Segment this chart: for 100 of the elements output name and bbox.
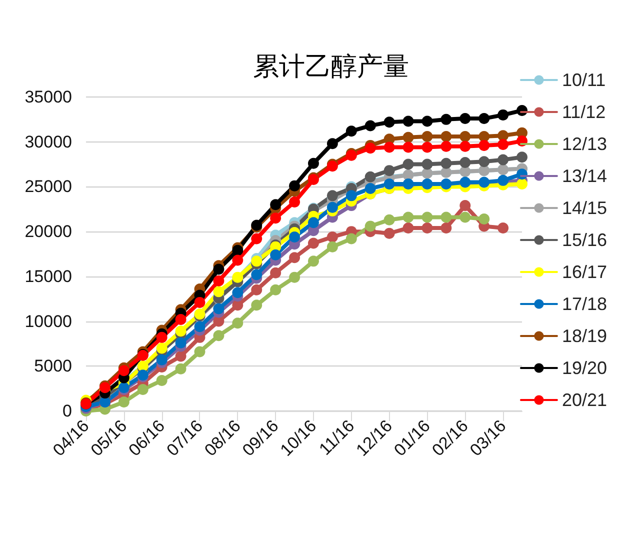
point (289, 252, 300, 264)
legend-label: 13/14 (562, 166, 608, 186)
point (194, 296, 206, 308)
point (251, 284, 262, 296)
point (478, 113, 490, 124)
point (516, 152, 528, 163)
point (402, 116, 414, 127)
point (326, 231, 338, 242)
point (213, 275, 224, 286)
point (289, 231, 300, 242)
point (364, 183, 376, 194)
point (251, 233, 262, 244)
point (270, 249, 282, 260)
point (478, 140, 490, 151)
point (402, 212, 414, 223)
point (498, 130, 509, 142)
point (308, 238, 319, 249)
legend-label: 16/17 (562, 262, 608, 282)
point (346, 233, 357, 244)
chart-title: 累计乙醇产量 (253, 51, 409, 81)
point (232, 318, 244, 329)
point (326, 202, 338, 213)
legend-label: 18/19 (562, 326, 608, 346)
point (440, 114, 452, 125)
point (422, 116, 433, 127)
point (232, 244, 244, 256)
point (270, 267, 282, 278)
point (232, 254, 244, 266)
point (308, 217, 319, 228)
point (251, 300, 262, 311)
point (498, 109, 509, 120)
legend-label: 11/12 (562, 102, 606, 122)
legend-label: 15/16 (562, 230, 608, 250)
y-tick-label: 25000 (24, 177, 72, 196)
point (326, 190, 338, 202)
point (194, 321, 206, 332)
point (346, 126, 357, 137)
point (232, 300, 244, 311)
point (137, 384, 148, 395)
point (194, 346, 206, 358)
point (270, 212, 282, 224)
point (440, 140, 452, 152)
point (213, 264, 224, 275)
point (440, 130, 452, 142)
point (402, 158, 414, 170)
y-tick-label: 35000 (24, 88, 72, 106)
point (270, 284, 282, 296)
point (478, 156, 490, 168)
point (422, 142, 433, 153)
point (308, 158, 319, 169)
point (118, 365, 130, 376)
point (384, 228, 395, 239)
point (213, 286, 224, 298)
point (384, 165, 395, 176)
point (384, 116, 395, 128)
point (232, 287, 244, 298)
point (156, 332, 168, 343)
point (156, 375, 168, 386)
point (440, 212, 452, 223)
point (326, 241, 338, 252)
y-tick-label: 10000 (24, 312, 72, 331)
y-tick-label: 15000 (24, 266, 72, 286)
point (175, 337, 186, 348)
point (460, 130, 471, 142)
point (270, 199, 282, 210)
legend-label: 12/13 (562, 134, 608, 154)
point (460, 113, 471, 124)
point (289, 272, 300, 283)
point (460, 212, 471, 223)
y-tick-label: 0 (62, 402, 72, 420)
point (384, 214, 395, 226)
point (384, 142, 395, 153)
legend-label: 10/11 (562, 70, 606, 90)
point (156, 354, 168, 366)
point (422, 212, 433, 223)
point (440, 222, 452, 234)
point (213, 316, 224, 327)
point (346, 190, 357, 202)
point (402, 132, 414, 143)
point (460, 200, 471, 212)
point (422, 130, 433, 142)
point (364, 120, 376, 132)
point (422, 222, 433, 234)
legend-label: 14/15 (562, 198, 608, 218)
point (326, 138, 338, 150)
point (402, 178, 414, 190)
point (118, 396, 130, 408)
legend-label: 17/18 (562, 294, 608, 314)
point (364, 171, 376, 182)
point (516, 178, 528, 190)
point (308, 256, 319, 267)
point (460, 140, 471, 152)
point (402, 142, 414, 153)
point (251, 269, 262, 280)
y-tick-label: 20000 (24, 222, 72, 242)
point (384, 178, 395, 190)
y-tick-label: 30000 (24, 132, 72, 152)
point (498, 222, 509, 234)
point (364, 220, 376, 232)
point (498, 139, 509, 150)
